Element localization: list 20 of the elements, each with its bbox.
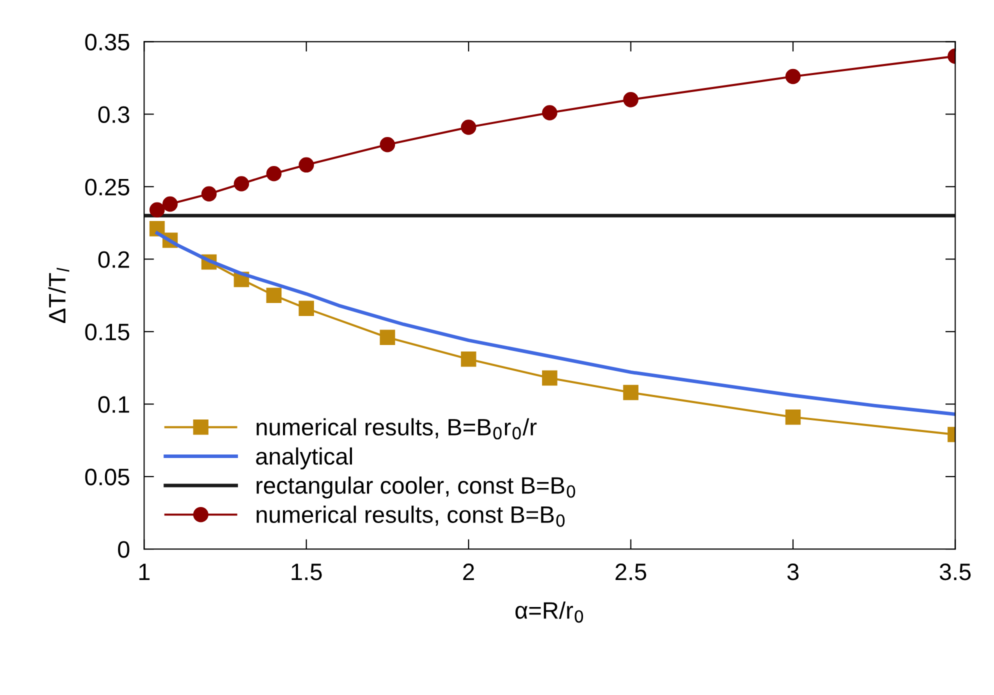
y-tick-label: 0.2 [98,251,130,268]
x-axis-title: α=R/r$_{0}$ [515,601,584,623]
y-tick-label: 0.05 [85,468,130,486]
y-tick-label: 0.25 [85,178,130,196]
x-tick-label: 3.5 [940,564,971,580]
legend-label: numerical results, B=B$_{0}$r$_{0}$/r [256,418,537,440]
y-tick-label: 0 [118,541,130,558]
y-tick-label: 0.1 [98,396,130,413]
x-tick-label: 2.5 [616,564,646,580]
x-tick-label: 1.5 [292,564,322,580]
x-tick-label: 3 [787,564,799,580]
y-tick-label: 0.15 [85,324,130,340]
legend-label: numerical results, const B=B$_{0}$ [256,506,565,527]
legend-label: rectangular cooler, const B=B$_{0}$ [256,476,576,499]
x-tick-label: 2 [463,564,474,580]
x-tick-label: 1 [139,564,150,580]
y-tick-label: 0.35 [85,34,130,50]
y-axis-title: ΔT/T$_{l}$ [48,268,70,324]
legend-label: analytical [256,447,352,470]
y-tick-label: 0.3 [98,106,130,123]
